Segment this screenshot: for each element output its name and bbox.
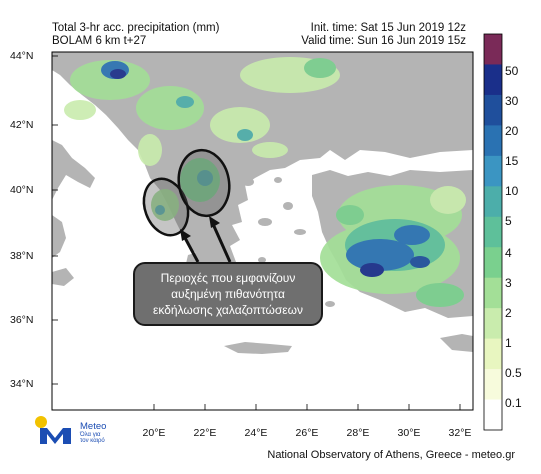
- footer-credit: National Observatory of Athens, Greece -…: [267, 449, 515, 461]
- lon-label-24: 24°E: [244, 427, 268, 439]
- colorbar-label-1: 1: [505, 336, 512, 350]
- meteo-logo-icon: [35, 416, 71, 444]
- precip-balkans: [64, 57, 340, 221]
- colorbar-segment: [484, 186, 502, 218]
- lat-label-36: 36°N: [10, 314, 34, 326]
- colorbar-label-10: 10: [505, 184, 519, 198]
- colorbar-segment: [484, 94, 502, 126]
- colorbar-label-50: 50: [505, 64, 519, 78]
- colorbar-segment: [484, 247, 502, 279]
- lat-label-44: 44°N: [10, 50, 34, 62]
- logo-name: Meteo: [80, 421, 107, 432]
- colorbar-label-30: 30: [505, 94, 519, 108]
- hail-callout-box: Περιοχές που εμφανίζουν αυξημένη πιθανότ…: [133, 262, 323, 326]
- colorbar-segment: [484, 34, 502, 65]
- lon-label-30: 30°E: [397, 427, 421, 439]
- colorbar-segment: [484, 125, 502, 157]
- map-area: [52, 52, 473, 410]
- colorbar-label-0-5: 0.5: [505, 366, 522, 380]
- colorbar-segment: [484, 399, 502, 431]
- precip-anatolia: [320, 185, 466, 307]
- colorbar-label-5: 5: [505, 214, 512, 228]
- callout-line-3: εκδήλωσης χαλαζοπτώσεων: [153, 303, 303, 317]
- lat-label-34: 34°N: [10, 378, 34, 390]
- colorbar-label-2: 2: [505, 306, 512, 320]
- logo-tagline-2: τον καιρό: [80, 438, 105, 444]
- callout-line-2: αυξημένη πιθανότητα: [171, 287, 285, 301]
- lat-label-38: 38°N: [10, 250, 34, 262]
- title-line-2: BOLAM 6 km t+27: [52, 35, 147, 47]
- logo-tagline-1: Όλα για: [80, 432, 101, 438]
- colorbar: [484, 34, 502, 431]
- highlight-ellipse-east: [177, 148, 231, 218]
- lat-label-42: 42°N: [10, 119, 34, 131]
- land-crete: [224, 342, 292, 354]
- highlight-ellipse-west: [142, 177, 190, 237]
- map-title: Total 3-hr acc. precipitation (mm) BOLAM…: [52, 22, 219, 48]
- lon-label-22: 22°E: [193, 427, 217, 439]
- lon-label-28: 28°E: [346, 427, 370, 439]
- land-calabria: [52, 215, 66, 258]
- title-line-1: Total 3-hr acc. precipitation (mm): [52, 22, 220, 34]
- colorbar-segment: [484, 155, 502, 187]
- colorbar-segment: [484, 277, 502, 309]
- land-cyprus: [440, 334, 473, 352]
- tick-marks: [52, 55, 461, 410]
- colorbar-label-20: 20: [505, 124, 519, 138]
- colorbar-label-4: 4: [505, 246, 512, 260]
- init-time: Init. time: Sat 15 Jun 2019 12z: [310, 22, 466, 34]
- land-sicily: [52, 268, 74, 286]
- colorbar-segment: [484, 216, 502, 248]
- colorbar-segment: [484, 64, 502, 96]
- lon-label-32: 32°E: [448, 427, 472, 439]
- colorbar-segment: [484, 338, 502, 370]
- lon-label-20: 20°E: [142, 427, 166, 439]
- callout-line-1: Περιοχές που εμφανίζουν: [160, 271, 296, 285]
- colorbar-label-3: 3: [505, 276, 512, 290]
- time-info: Init. time: Sat 15 Jun 2019 12z Valid ti…: [301, 22, 466, 48]
- lon-label-26: 26°E: [295, 427, 319, 439]
- colorbar-frame: [483, 33, 503, 431]
- logo-tagline: Όλα για τον καιρό: [80, 432, 105, 444]
- valid-time: Valid time: Sun 16 Jun 2019 15z: [301, 35, 466, 47]
- land-italy: [52, 140, 95, 200]
- lat-label-40: 40°N: [10, 184, 34, 196]
- colorbar-segment: [484, 308, 502, 340]
- colorbar-label-0-1: 0.1: [505, 396, 522, 410]
- callout-arrows: [180, 216, 232, 263]
- colorbar-label-15: 15: [505, 154, 519, 168]
- map-frame: [51, 51, 474, 411]
- colorbar-segment: [484, 369, 502, 401]
